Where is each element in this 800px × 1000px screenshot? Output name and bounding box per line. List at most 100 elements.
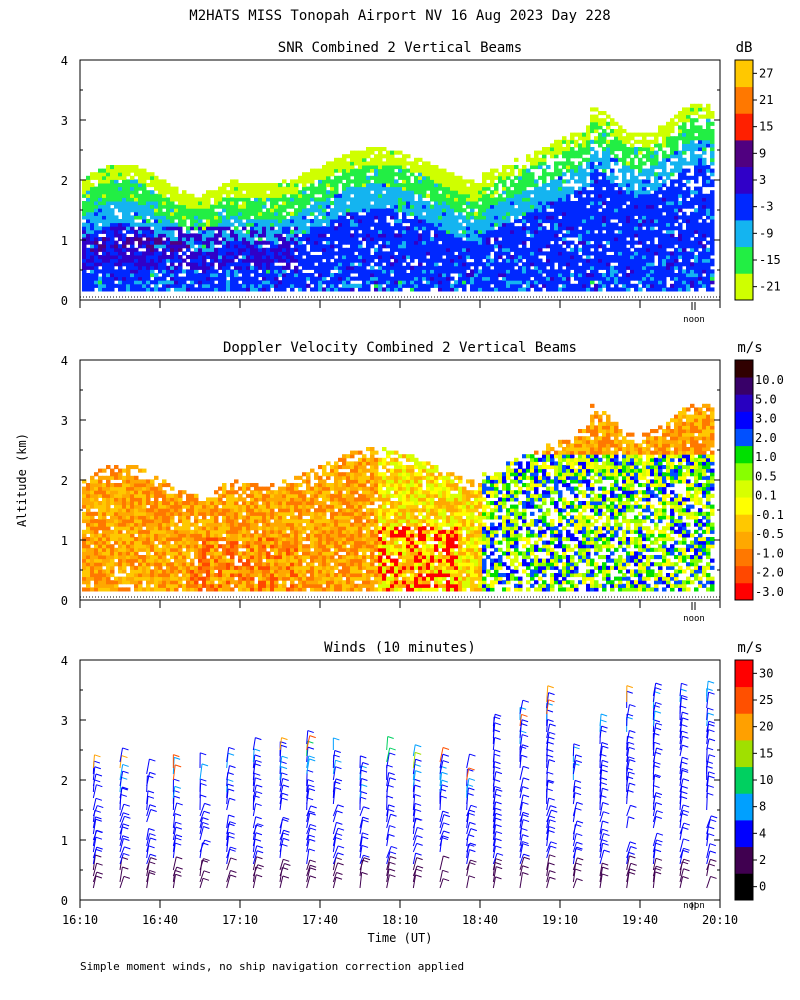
snr-cell xyxy=(330,211,335,216)
snr-cell xyxy=(494,186,499,191)
snr-cell xyxy=(402,237,407,242)
snr-cell xyxy=(122,244,127,249)
snr-cell xyxy=(574,247,579,252)
snr-cell xyxy=(354,226,359,231)
snr-cell xyxy=(118,186,123,191)
snr-cell xyxy=(118,208,123,213)
snr-cell xyxy=(82,226,87,231)
snr-cell xyxy=(446,219,451,224)
snr-cell xyxy=(698,103,703,108)
snr-cell xyxy=(338,255,343,260)
snr-cell xyxy=(574,273,579,278)
snr-cell xyxy=(406,247,411,252)
snr-cell xyxy=(278,247,283,252)
snr-cell xyxy=(442,280,447,285)
snr-cell xyxy=(290,269,295,274)
snr-cell xyxy=(206,251,211,256)
snr-cell xyxy=(678,265,683,270)
snr-cell xyxy=(90,283,95,288)
snr-cell xyxy=(342,240,347,245)
snr-cell xyxy=(602,255,607,260)
snr-cell xyxy=(622,258,627,263)
snr-cell xyxy=(366,190,371,195)
snr-cell xyxy=(354,154,359,159)
snr-cell xyxy=(482,251,487,256)
snr-cell xyxy=(174,251,179,256)
snr-cell xyxy=(106,172,111,177)
snr-cell xyxy=(366,233,371,238)
snr-cell xyxy=(462,197,467,202)
snr-cell xyxy=(566,251,571,256)
snr-cell xyxy=(418,219,423,224)
snr-cell xyxy=(406,154,411,159)
snr-cell xyxy=(450,247,455,252)
snr-cell xyxy=(678,255,683,260)
snr-cell xyxy=(678,204,683,209)
snr-cell xyxy=(690,103,695,108)
snr-cell xyxy=(626,139,631,144)
snr-cell xyxy=(442,244,447,249)
snr-cell xyxy=(506,165,511,170)
snr-cell xyxy=(586,226,591,231)
snr-cell xyxy=(438,244,443,249)
snr-cell xyxy=(350,265,355,270)
snr-cell xyxy=(642,269,647,274)
snr-cell xyxy=(106,273,111,278)
snr-cell xyxy=(610,269,615,274)
snr-cell xyxy=(498,255,503,260)
snr-cell xyxy=(118,222,123,227)
snr-cell xyxy=(262,287,267,292)
snr-cell xyxy=(610,157,615,162)
snr-cell xyxy=(678,154,683,159)
snr-cell xyxy=(334,251,339,256)
snr-cell xyxy=(102,190,107,195)
snr-cell xyxy=(558,197,563,202)
snr-cell xyxy=(406,262,411,267)
snr-cell xyxy=(486,183,491,188)
snr-cell xyxy=(510,283,515,288)
snr-cell xyxy=(562,172,567,177)
snr-cell xyxy=(650,237,655,242)
snr-cell xyxy=(538,251,543,256)
snr-cell xyxy=(354,197,359,202)
snr-cell xyxy=(170,197,175,202)
snr-cell xyxy=(102,240,107,245)
snr-cell xyxy=(366,237,371,242)
snr-cell xyxy=(658,183,663,188)
snr-cell xyxy=(366,269,371,274)
snr-cell xyxy=(402,276,407,281)
snr-cell xyxy=(702,233,707,238)
snr-cell xyxy=(498,229,503,234)
snr-cell xyxy=(234,208,239,213)
snr-cell xyxy=(434,233,439,238)
snr-cell xyxy=(446,229,451,234)
snr-cell xyxy=(522,280,527,285)
snr-cell xyxy=(618,168,623,173)
snr-cell xyxy=(202,233,207,238)
snr-cell xyxy=(646,201,651,206)
snr-cell xyxy=(414,247,419,252)
snr-cell xyxy=(578,193,583,198)
snr-cell xyxy=(194,276,199,281)
snr-cell xyxy=(482,193,487,198)
snr-cell xyxy=(234,280,239,285)
snr-cell xyxy=(682,125,687,130)
snr-cell xyxy=(190,233,195,238)
snr-cell xyxy=(118,247,123,252)
snr-cell xyxy=(146,280,151,285)
snr-cell xyxy=(462,273,467,278)
snr-cell xyxy=(298,193,303,198)
snr-cell xyxy=(230,233,235,238)
snr-cell xyxy=(338,175,343,180)
snr-cell xyxy=(434,237,439,242)
snr-cell xyxy=(438,222,443,227)
snr-cell xyxy=(418,226,423,231)
snr-cell xyxy=(262,222,267,227)
snr-cell xyxy=(490,201,495,206)
snr-cell xyxy=(202,237,207,242)
snr-cell xyxy=(590,125,595,130)
snr-cell xyxy=(586,172,591,177)
snr-cell xyxy=(110,276,115,281)
snr-cell xyxy=(614,201,619,206)
snr-cell xyxy=(378,201,383,206)
